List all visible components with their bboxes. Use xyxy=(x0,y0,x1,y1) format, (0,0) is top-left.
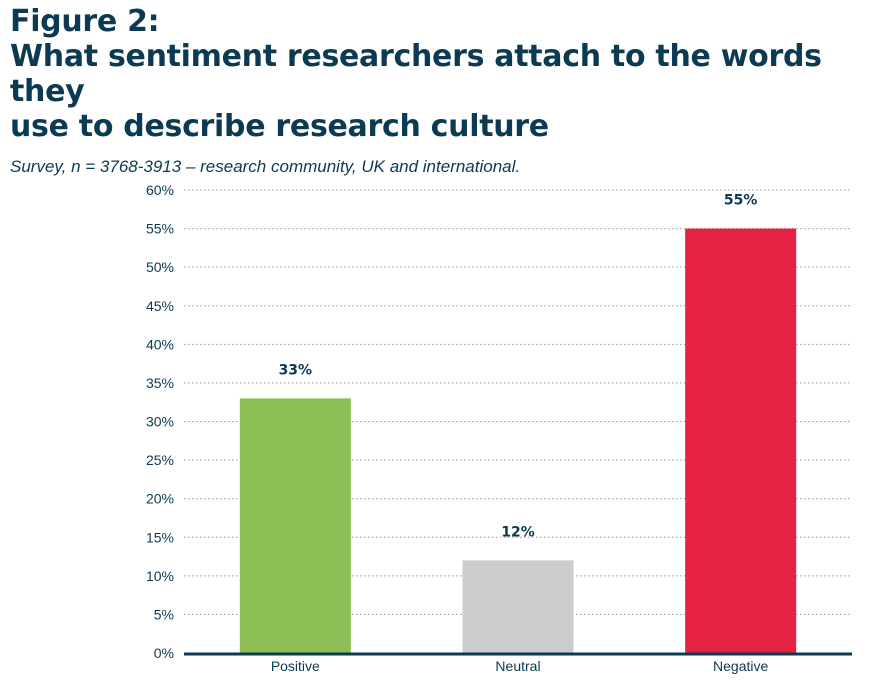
data-label-positive: 33% xyxy=(279,362,313,378)
y-tick-label: 20% xyxy=(146,491,174,507)
y-tick-label: 60% xyxy=(146,182,174,198)
data-label-negative: 55% xyxy=(724,193,758,209)
figure-label: Figure 2: xyxy=(10,4,160,39)
chart-subtitle: Survey, n = 3768-3913 – research communi… xyxy=(10,157,521,176)
y-tick-label: 40% xyxy=(146,336,174,352)
y-tick-label: 45% xyxy=(146,298,174,314)
bar-neutral xyxy=(462,560,574,653)
y-tick-label: 35% xyxy=(146,375,174,391)
title-block: Figure 2: What sentiment researchers att… xyxy=(10,4,870,177)
y-tick-label: 10% xyxy=(146,568,174,584)
data-labels: 33% 12% 55% xyxy=(279,193,758,541)
y-tick-label: 50% xyxy=(146,259,174,275)
bar-negative xyxy=(685,228,797,654)
chart-title-line-2: use to describe research culture xyxy=(10,109,549,144)
data-label-neutral: 12% xyxy=(501,524,535,540)
y-tick-label: 30% xyxy=(146,414,174,430)
category-label-negative: Negative xyxy=(713,658,768,674)
y-tick-label: 5% xyxy=(154,606,174,622)
y-tick-label: 0% xyxy=(154,645,174,661)
y-axis-ticks: 0% 5% 10% 15% 20% 25% 30% 35% 40% 45% 50% 55% 60% xyxy=(146,182,174,661)
chart-title-line-1: What sentiment researchers attach to the… xyxy=(10,39,822,109)
category-label-positive: Positive xyxy=(271,658,320,674)
y-tick-label: 15% xyxy=(146,529,174,545)
x-axis-categories: Positive Neutral Negative xyxy=(271,658,769,674)
y-tick-label: 25% xyxy=(146,452,174,468)
bar-positive xyxy=(239,398,351,653)
bars xyxy=(239,228,797,654)
y-tick-label: 55% xyxy=(146,221,174,237)
category-label-neutral: Neutral xyxy=(495,658,540,674)
